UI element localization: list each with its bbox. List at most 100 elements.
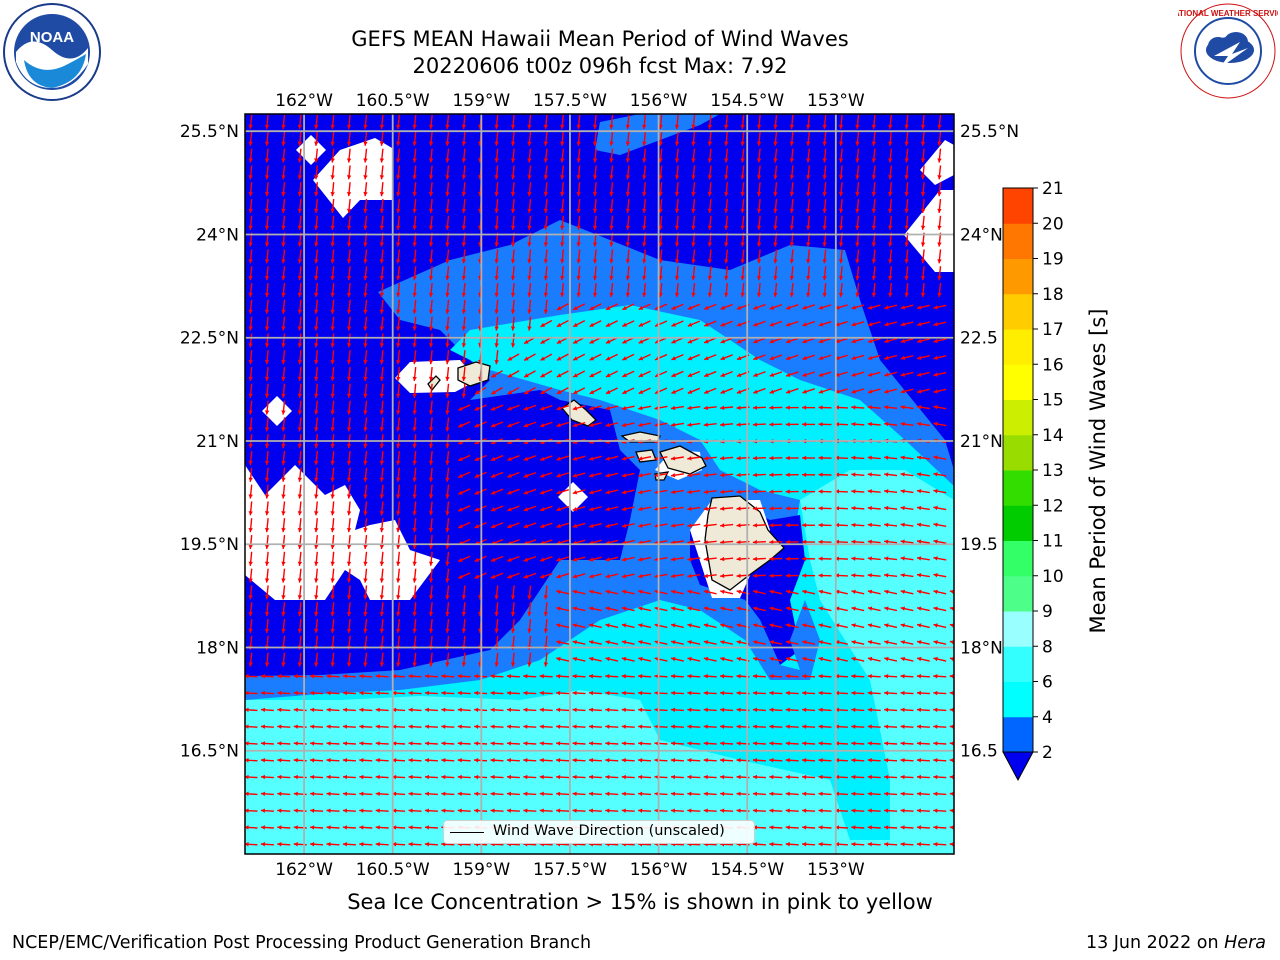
wind-wave-arrow [691,114,696,130]
wind-wave-arrow [900,724,914,729]
wind-wave-arrow [277,741,291,746]
wind-wave-arrow [916,573,930,578]
wind-wave-arrow [658,249,663,264]
wind-wave-arrow [556,573,570,579]
wind-wave-arrow [654,758,668,763]
lat-tick-label-right: 19.5 [960,535,998,555]
wind-wave-arrow [966,590,979,594]
wind-wave-arrow [461,652,467,667]
wind-wave-arrow [674,198,680,214]
wind-wave-arrow [691,282,696,298]
wind-wave-arrow [592,215,598,230]
wind-wave-arrow [691,215,696,230]
wind-wave-arrow [822,114,827,130]
wind-wave-arrow [588,690,602,696]
wind-wave-arrow [392,724,406,729]
wind-wave-arrow [363,518,368,533]
wind-wave-arrow [605,573,619,579]
wind-wave-arrow [330,182,335,197]
wind-wave-arrow [900,674,914,679]
wind-wave-arrow [326,690,340,696]
wind-wave-arrow [789,215,795,230]
wind-wave-arrow [264,400,270,415]
wind-wave-arrow [346,333,352,348]
wind-wave-arrow [691,148,696,163]
wind-wave-arrow [494,333,499,348]
wind-wave-arrow [654,774,668,780]
wind-wave-arrow [445,618,450,634]
wind-wave-arrow [540,370,553,378]
wind-wave-arrow [527,215,532,230]
wind-wave-arrow [605,758,619,763]
wind-wave-arrow [621,707,635,713]
wind-wave-arrow [248,484,253,499]
wind-wave-arrow [396,400,401,415]
wind-wave-arrow [670,791,684,797]
wind-wave-arrow [720,337,733,344]
wind-wave-arrow [346,299,352,314]
wind-wave-arrow [576,131,581,146]
wind-wave-arrow [576,165,581,180]
wind-wave-arrow [412,450,417,466]
wind-wave-arrow [277,690,291,696]
wind-wave-arrow [900,522,914,528]
wind-wave-arrow [445,383,450,398]
colorbar-segment [1003,293,1033,330]
wind-wave-arrow [396,165,401,180]
wind-wave-arrow [687,405,701,411]
wind-wave-arrow [412,518,417,533]
wind-wave-arrow [785,842,799,847]
wind-wave-arrow [326,741,340,746]
wind-wave-arrow [396,249,401,264]
map-panel [245,114,979,854]
wind-wave-arrow [588,589,602,595]
wind-wave-arrow [264,518,270,533]
wind-wave-arrow [572,421,586,428]
wind-wave-arrow [412,551,417,566]
wind-wave-arrow [855,165,860,180]
wind-wave-arrow [457,572,471,579]
wind-wave-arrow [428,383,434,398]
wind-wave-arrow [904,266,909,281]
wind-wave-arrow [674,131,680,146]
wind-wave-arrow [605,506,619,512]
wind-wave-arrow [346,585,352,600]
wind-wave-arrow [248,165,253,180]
wind-wave-arrow [900,338,914,344]
wind-wave-arrow [523,353,536,361]
lon-tick-label-top: 157.5°W [533,91,607,111]
wind-wave-arrow [572,522,586,529]
wind-wave-arrow [588,405,602,411]
wind-wave-arrow [379,585,385,600]
wind-wave-arrow [949,606,954,611]
wind-wave-arrow [428,366,434,382]
wind-wave-arrow [363,266,368,281]
wind-wave-arrow [720,523,734,528]
wind-wave-arrow [625,131,631,146]
wind-wave-arrow [900,388,914,394]
wind-wave-arrow [916,556,930,561]
wind-wave-arrow [769,489,783,494]
wind-wave-arrow [867,304,881,310]
wind-wave-arrow [588,808,602,813]
wind-wave-arrow [326,674,340,679]
wind-wave-arrow [560,114,565,130]
wind-wave-arrow [605,791,619,797]
wind-wave-arrow [510,618,516,634]
wind-wave-arrow [277,724,291,729]
lon-tick-label-bottom: 154.5°W [710,860,784,880]
wind-wave-arrow [867,338,881,344]
wind-wave-arrow [248,501,253,516]
wind-wave-arrow [670,623,684,629]
wind-wave-arrow [621,606,635,612]
wind-wave-arrow [933,640,947,645]
wind-wave-arrow [264,501,270,516]
wind-wave-arrow [855,182,860,197]
wind-wave-arrow [523,774,537,780]
wind-wave-arrow [703,589,717,595]
wind-wave-arrow [330,316,335,331]
noaa-logo-sea [24,54,86,88]
wind-wave-arrow [933,741,947,746]
wind-wave-arrow [445,467,450,482]
wind-wave-arrow [589,370,602,378]
